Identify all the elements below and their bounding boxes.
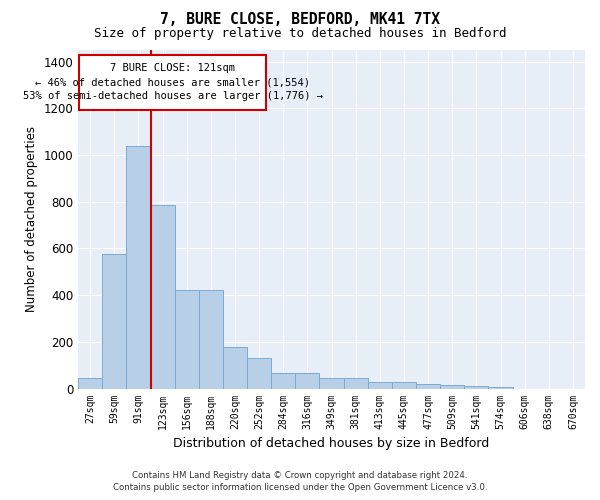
Bar (295, 374, 319, 388)
Text: Size of property relative to detached houses in Bedford: Size of property relative to detached ho… (94, 28, 506, 40)
Bar (78, 378, 102, 388)
Bar (319, 378, 344, 388)
Bar (175, 290, 199, 388)
Bar (151, 206, 175, 388)
Y-axis label: Number of detached properties: Number of detached properties (25, 126, 38, 312)
Bar (464, 386, 488, 388)
Bar (392, 382, 416, 388)
Bar (344, 378, 368, 388)
Bar (127, 146, 151, 388)
Text: Contains HM Land Registry data © Crown copyright and database right 2024.
Contai: Contains HM Land Registry data © Crown c… (113, 471, 487, 492)
Bar (102, 254, 127, 388)
Bar (488, 386, 512, 388)
X-axis label: Distribution of detached houses by size in Bedford: Distribution of detached houses by size … (173, 437, 490, 450)
Bar (247, 358, 271, 388)
Bar (440, 385, 464, 388)
Bar (79, 54, 266, 110)
Bar (416, 384, 440, 388)
Text: 7, BURE CLOSE, BEDFORD, MK41 7TX: 7, BURE CLOSE, BEDFORD, MK41 7TX (160, 12, 440, 28)
Bar (368, 382, 392, 388)
Bar (223, 346, 247, 389)
Bar (199, 290, 223, 388)
Bar (271, 374, 295, 388)
Text: 7 BURE CLOSE: 121sqm
← 46% of detached houses are smaller (1,554)
53% of semi-de: 7 BURE CLOSE: 121sqm ← 46% of detached h… (23, 63, 323, 101)
